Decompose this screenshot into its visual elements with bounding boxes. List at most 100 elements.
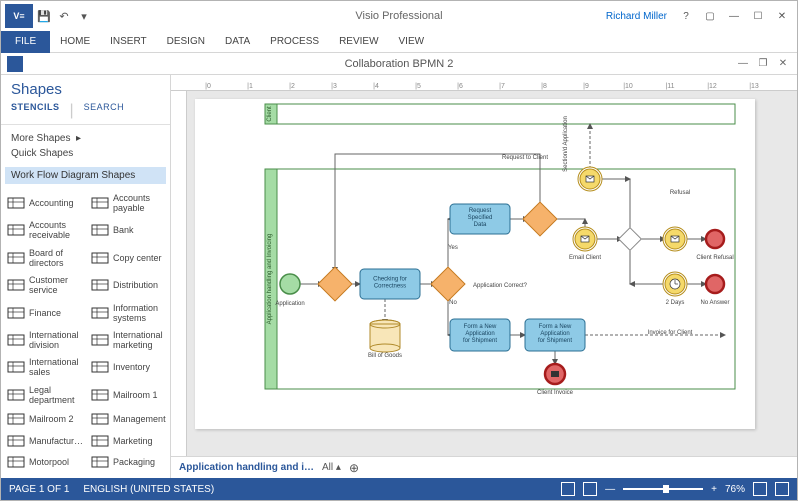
minimize-icon[interactable]: — [723,7,745,25]
svg-text:Request to Client: Request to Client [502,155,548,161]
shapes-tab-stencils[interactable]: STENCILS [11,102,60,120]
tab-file[interactable]: FILE [1,31,50,53]
svg-text:Client: Client [267,106,273,122]
shape-item[interactable]: Finance [5,300,85,325]
status-view-icon[interactable] [561,482,575,496]
quick-access-toolbar: V≡ 💾 ↶ ▾ [5,4,93,28]
ribbon-tabs: FILE HOME INSERT DESIGN DATA PROCESS REV… [1,31,797,53]
shape-item[interactable]: Bank [89,217,168,242]
ribbon-collapse-icon[interactable]: ▢ [699,7,721,25]
doc-restore-icon[interactable]: ❐ [755,56,771,72]
svg-text:Application: Application [275,301,304,307]
status-presentation-icon[interactable] [583,482,597,496]
svg-text:Form a New: Form a New [464,324,497,330]
svg-text:Application Correct?: Application Correct? [473,283,528,289]
window-controls: Richard Miller ? ▢ — ☐ ✕ [606,7,793,25]
workspace: Shapes STENCILS | SEARCH More Shapes ▸ Q… [1,75,797,478]
svg-text:No Answer: No Answer [700,300,729,306]
svg-text:Specified: Specified [468,215,493,221]
user-name[interactable]: Richard Miller [606,11,667,22]
status-page[interactable]: PAGE 1 OF 1 [9,484,69,495]
shape-item[interactable]: Motorpool [5,453,85,472]
svg-text:Form a New: Form a New [539,324,572,330]
doc-close-icon[interactable]: ✕ [775,56,791,72]
shape-item[interactable]: Manufactur… [5,431,85,450]
help-icon[interactable]: ? [675,7,697,25]
zoom-out-icon[interactable]: — [605,484,615,495]
svg-text:No: No [449,300,457,306]
svg-text:Application: Application [465,331,494,337]
svg-text:Yes: Yes [448,245,458,251]
shape-item[interactable]: Accounts receivable [5,217,85,242]
shape-item[interactable]: Mailroom 2 [5,410,85,429]
sheet-tab-active[interactable]: Application handling and i… [179,462,314,473]
shape-item[interactable]: Packaging [89,453,168,472]
more-shapes-link[interactable]: More Shapes ▸ [11,131,160,146]
canvas[interactable]: Client Application handling and Invoicing… [187,91,797,456]
shape-item[interactable]: Accounts payable [89,190,168,215]
app-icon[interactable]: V≡ [5,4,33,28]
maximize-icon[interactable]: ☐ [747,7,769,25]
shape-item[interactable]: Management [89,410,168,429]
close-icon[interactable]: ✕ [771,7,793,25]
shape-item[interactable]: Copy center [89,245,168,270]
zoom-in-icon[interactable]: + [711,484,717,495]
shapes-panel: Shapes STENCILS | SEARCH More Shapes ▸ Q… [1,75,171,478]
shape-item[interactable]: Board of directors [5,245,85,270]
document-header: Collaboration BPMN 2 — ❐ ✕ [1,53,797,75]
tab-data[interactable]: DATA [215,31,260,53]
shape-item[interactable]: International sales [5,355,85,380]
svg-text:for Shipment: for Shipment [538,338,572,344]
svg-text:Client Invoice: Client Invoice [537,390,574,396]
svg-text:Refusal: Refusal [670,190,690,196]
qat-dropdown-icon[interactable]: ▾ [75,7,93,25]
shapes-title: Shapes [1,75,170,100]
svg-text:Client Refusal: Client Refusal [696,255,733,261]
tab-design[interactable]: DESIGN [157,31,215,53]
shapes-category[interactable]: Work Flow Diagram Shapes [5,167,166,184]
svg-text:Correctness: Correctness [374,284,406,290]
bpmn-diagram[interactable]: Client Application handling and Invoicing… [195,99,755,429]
zoom-level[interactable]: 76% [725,484,745,495]
doc-minimize-icon[interactable]: — [735,56,751,72]
svg-text:for Shipment: for Shipment [463,338,497,344]
document-icon[interactable] [7,56,23,72]
shape-item[interactable]: International division [5,327,85,352]
shape-item[interactable]: Mailroom 1 [89,382,168,407]
shapes-tab-search[interactable]: SEARCH [84,102,125,120]
status-bar: PAGE 1 OF 1 ENGLISH (UNITED STATES) — + … [1,478,797,500]
tab-review[interactable]: REVIEW [329,31,388,53]
shape-item[interactable]: International marketing [89,327,168,352]
shape-item[interactable]: Information systems [89,300,168,325]
svg-text:Application handling and Invoi: Application handling and Invoicing [267,234,273,325]
fit-page-icon[interactable] [753,482,767,496]
svg-text:Data: Data [474,222,487,228]
tab-home[interactable]: HOME [50,31,100,53]
svg-text:Application: Application [540,331,569,337]
shape-item[interactable]: Distribution [89,272,168,297]
undo-icon[interactable]: ↶ [55,7,73,25]
tab-view[interactable]: VIEW [389,31,435,53]
save-icon[interactable]: 💾 [35,7,53,25]
svg-text:2 Days: 2 Days [666,300,685,306]
sheet-tabs: Application handling and i… All ▴ ⊕ [171,456,797,478]
status-language[interactable]: ENGLISH (UNITED STATES) [83,484,214,495]
zoom-slider[interactable] [623,488,703,490]
sheet-add-icon[interactable]: ⊕ [349,461,359,475]
shape-item[interactable]: Inventory [89,355,168,380]
drawing-page[interactable]: Client Application handling and Invoicing… [195,99,755,429]
switch-window-icon[interactable] [775,482,789,496]
sheet-all[interactable]: All ▴ [322,462,341,473]
shape-item[interactable]: Accounting [5,190,85,215]
ruler-vertical [171,91,187,456]
shape-item[interactable]: Marketing [89,431,168,450]
canvas-area: |0|1|2|3|4|5|6|7|8|9|10|11|12|13 Client A… [171,75,797,478]
document-title: Collaboration BPMN 2 [345,58,454,70]
quick-shapes-link[interactable]: Quick Shapes [11,146,160,161]
tab-insert[interactable]: INSERT [100,31,157,53]
ruler-horizontal: |0|1|2|3|4|5|6|7|8|9|10|11|12|13 [171,75,797,91]
shape-item[interactable]: Customer service [5,272,85,297]
titlebar: V≡ 💾 ↶ ▾ Visio Professional Richard Mill… [1,1,797,31]
shape-item[interactable]: Legal department [5,382,85,407]
tab-process[interactable]: PROCESS [260,31,329,53]
